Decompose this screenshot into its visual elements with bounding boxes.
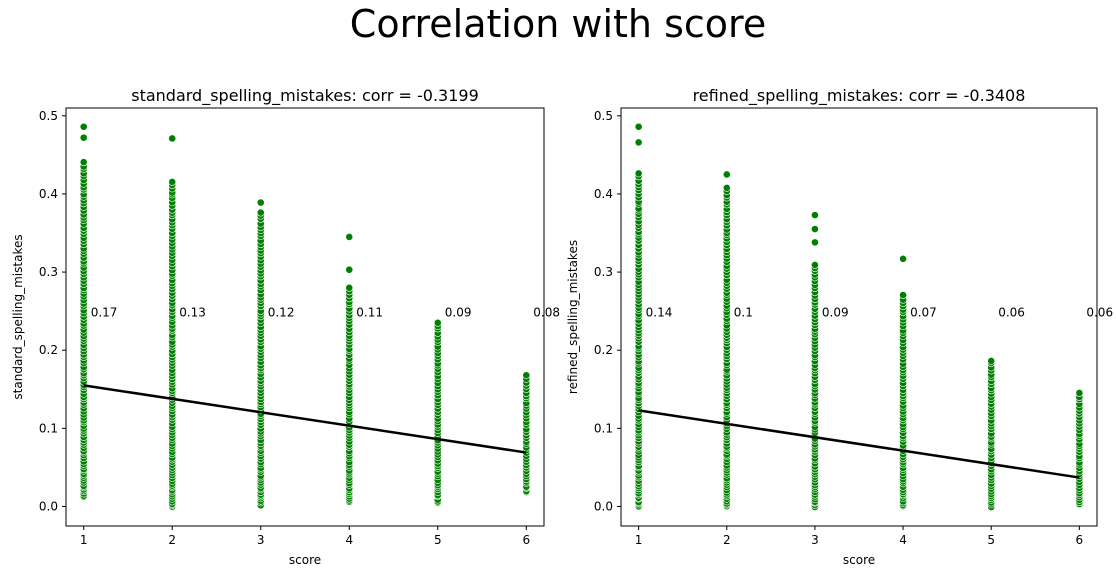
y-tick-label: 0.5 [594,109,613,123]
x-tick-label: 6 [522,533,530,547]
y-tick-label: 0.2 [594,343,613,357]
chart-standard-spelling: 0.17 0.13 0.12 0.11 0.09 0.08 1 2 3 4 5 6 0.0 0.1 0.2 0… [11,86,560,567]
x-tick-label: 3 [811,533,819,547]
y-tick-label: 0.5 [39,109,58,123]
subplot-title: refined_spelling_mistakes: corr = -0.340… [693,86,1026,106]
scatter-point [79,133,88,142]
annotation-label: 0.07 [910,306,937,320]
scatter-point [722,183,731,192]
scatter-point [634,138,643,147]
y-tick-label: 0.4 [39,187,58,201]
scatter-point [811,225,819,234]
subplot-title: standard_spelling_mistakes: corr = -0.31… [131,86,479,106]
annotation-label: 0.11 [356,306,383,320]
scatter-point [168,178,177,186]
scatter-point [345,283,354,292]
x-tick-label: 5 [434,533,442,547]
scatter-point [811,238,819,247]
y-tick-label: 0.3 [39,265,58,279]
annotation-label: 0.1 [734,306,753,320]
x-tick-label: 2 [723,533,731,547]
y-tick-label: 0.1 [594,421,613,435]
annotation-label: 0.08 [533,306,560,320]
x-tick-label: 1 [635,533,643,547]
y-tick-label: 0.1 [39,421,58,435]
scatter-point [345,265,354,274]
x-tick-label: 1 [80,533,88,547]
scatter-point [634,122,643,131]
axes-frame [65,107,545,527]
x-tick-label: 2 [168,533,176,547]
scatter-point [899,291,907,299]
x-tick-label: 6 [1076,533,1084,547]
scatter-point [634,169,643,178]
scatter-point [79,122,88,131]
x-tick-label: 4 [345,533,353,547]
y-tick-label: 0.3 [594,265,613,279]
scatter-points [634,122,1084,511]
annotation-label: 0.14 [646,306,673,320]
axes-frame [620,107,1098,527]
scatter-point [1075,389,1084,397]
y-tick-label: 0.0 [594,499,613,513]
y-tick-label: 0.2 [39,343,58,357]
scatter-point [811,261,819,269]
scatter-point [345,233,354,241]
annotation-label: 0.13 [179,306,206,320]
y-axis-label: standard_spelling_mistakes [11,234,25,399]
annotation-label: 0.17 [91,306,118,320]
annotation-label: 0.09 [822,306,849,320]
y-tick-label: 0.4 [594,187,613,201]
scatter-point [811,211,819,219]
y-tick-label: 0.0 [39,499,58,513]
figure-title: Correlation with score [349,2,767,46]
annotation-label: 0.06 [998,306,1025,320]
scatter-point [433,318,442,327]
x-axis-label: score [843,553,875,567]
annotation-label: 0.06 [1086,306,1113,320]
x-tick-label: 5 [987,533,995,547]
scatter-point [987,357,996,365]
annotation-label: 0.12 [268,306,295,320]
trend-line [83,384,527,454]
scatter-point [256,198,265,207]
scatter-point [722,170,731,179]
x-tick-label: 4 [899,533,907,547]
scatter-point [79,158,88,167]
y-axis-label: refined_spelling_mistakes [566,240,580,394]
x-axis-label: score [289,553,321,567]
scatter-point [899,254,907,263]
chart-refined-spelling: 0.14 0.1 0.09 0.07 0.06 0.06 1 2 3 4 5 6 0.0 0.1 0.2 0.… [566,86,1113,567]
x-tick-label: 3 [257,533,265,547]
scatter-point [256,208,265,217]
scatter-points [79,122,531,511]
scatter-point [522,371,531,380]
trend-line [638,409,1080,479]
annotation-label: 0.09 [445,306,472,320]
scatter-point [168,134,177,143]
